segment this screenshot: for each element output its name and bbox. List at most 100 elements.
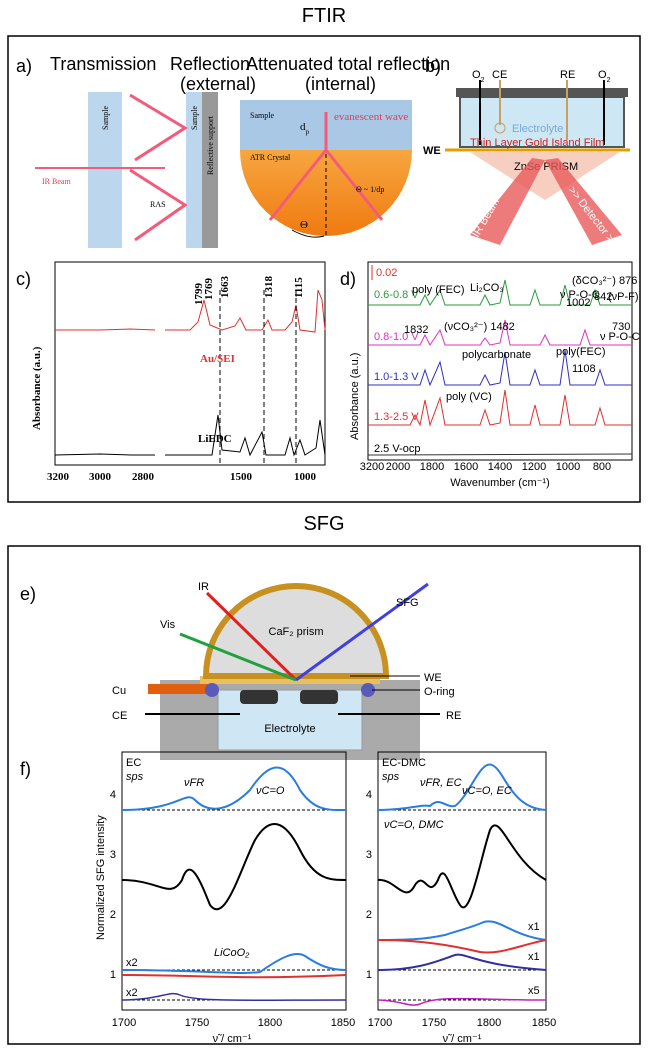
- y-tick-label: 3: [366, 849, 372, 861]
- axis-title: Absorbance (a.u.): [349, 353, 361, 440]
- fit: [377, 763, 547, 811]
- x-tick-label: 1850: [331, 1017, 355, 1029]
- substrate: [200, 676, 380, 684]
- annotation: poly(FEC): [556, 346, 606, 358]
- label: Transmission: [50, 54, 156, 74]
- svg-text:O2: O2: [598, 69, 611, 84]
- trace-label: 2.5 V-ocp: [374, 443, 420, 455]
- trace: [165, 414, 326, 457]
- panel-label: d): [340, 269, 356, 289]
- trace-label: 1.0-1.3 V: [374, 371, 419, 383]
- lid: [456, 88, 628, 97]
- trace: [367, 453, 633, 456]
- label: Thin Layer Gold Island Film: [470, 137, 605, 149]
- label: SFG: [396, 597, 419, 609]
- section-title: FTIR: [302, 5, 346, 27]
- peak-label: 1318: [263, 276, 275, 299]
- annotation: 730: [612, 321, 630, 333]
- label: 0.02: [376, 267, 397, 279]
- component: [377, 997, 547, 1006]
- ir-beam: [205, 591, 298, 682]
- annotation: 842: [594, 291, 612, 303]
- sample: [88, 92, 122, 248]
- axis-title: ν̃ / cm⁻¹: [443, 1033, 482, 1045]
- section-title: SFG: [303, 513, 344, 535]
- label: x2: [126, 987, 138, 999]
- component: [121, 953, 347, 974]
- y-tick-label: 2: [366, 909, 372, 921]
- y-tick-label: 2: [110, 909, 116, 921]
- x-tick-label: 1400: [488, 461, 512, 473]
- x-tick-label: 1800: [477, 1017, 501, 1029]
- component: [121, 974, 347, 979]
- label: d: [300, 121, 306, 133]
- svg-text:O2: O2: [472, 69, 485, 84]
- annotation: ν P-O-C: [560, 289, 600, 301]
- label: EC: [126, 757, 141, 769]
- panel-e: e) Electrolyte CaF₂ prism IR Vis SFG WE …: [20, 581, 461, 760]
- component: [121, 992, 347, 1002]
- panel-f: f) Normalized SFG intensity 1 2 3 4 1 2 …: [20, 751, 556, 1045]
- label: RE: [446, 710, 461, 722]
- axis-title: Absorbance (a.u.): [31, 346, 43, 430]
- x-tick-label: 1600: [454, 461, 478, 473]
- sfg-beam: [295, 582, 429, 682]
- electrode: [494, 122, 506, 134]
- label: νC=O, DMC: [384, 819, 444, 831]
- x-tick-label: 1750: [185, 1017, 209, 1029]
- x-tick-label: 1200: [522, 461, 546, 473]
- trace: [368, 389, 632, 427]
- axes: [377, 751, 547, 1011]
- fit: [121, 823, 347, 911]
- panel-b: b) O2 O2 CE RE Electrolyte WE Thin Layer…: [423, 56, 630, 250]
- y-tick-label: 4: [110, 789, 116, 801]
- peak-label: 1115: [293, 277, 305, 298]
- support: [202, 92, 218, 248]
- x-tick-label: 1000: [556, 461, 580, 473]
- y-tick-label: 4: [366, 789, 372, 801]
- label: RE: [560, 69, 575, 81]
- annotation: poly (VC): [446, 391, 492, 403]
- x-tick-label: 800: [593, 461, 611, 473]
- label: Θ ~ 1/dp: [356, 185, 384, 194]
- annotation: Li₂CO₃: [470, 282, 504, 294]
- x-tick-label: 1000: [294, 471, 317, 483]
- component: [377, 953, 547, 971]
- label: Electrolyte: [512, 123, 563, 135]
- x-tick-label: 1700: [112, 1017, 136, 1029]
- label: Θ: [300, 219, 308, 231]
- label: νC=O: [256, 785, 285, 797]
- label: Sample: [101, 106, 110, 130]
- annotation: (δCO₃²⁻) 876: [572, 275, 637, 287]
- frame: [7, 545, 641, 1045]
- beam: [470, 158, 545, 245]
- annotation: polycarbonate: [462, 349, 531, 361]
- axis-title: Normalized SFG intensity: [95, 815, 107, 940]
- axes: [54, 261, 326, 466]
- label: sps: [382, 771, 400, 783]
- label: νFR: [184, 777, 204, 789]
- label: 2: [481, 77, 485, 84]
- oring: [205, 683, 219, 697]
- label: O-ring: [424, 686, 455, 698]
- label: WE: [424, 672, 442, 684]
- beam: [129, 168, 188, 242]
- trace-label: 0.8-1.0 V: [374, 331, 419, 343]
- label: x5: [528, 985, 540, 997]
- cu: [148, 684, 210, 694]
- beam: [129, 93, 188, 162]
- label: RAS: [150, 200, 166, 209]
- beam: [545, 158, 622, 245]
- label: WE: [423, 145, 441, 157]
- label: O: [598, 69, 607, 81]
- label: O: [472, 69, 481, 81]
- electrode: [240, 690, 278, 704]
- label: νC=O, EC: [462, 785, 512, 797]
- label: CE: [112, 710, 127, 722]
- electrode: [300, 690, 338, 704]
- label: LiCoO₂: [214, 947, 250, 959]
- trace-label: Au/SEI: [200, 353, 235, 365]
- label: CaF₂ prism: [269, 626, 324, 638]
- label: Sample: [190, 106, 199, 130]
- panel-c: c) Absorbance (a.u.) 1799 1769 1663 1318…: [16, 261, 326, 483]
